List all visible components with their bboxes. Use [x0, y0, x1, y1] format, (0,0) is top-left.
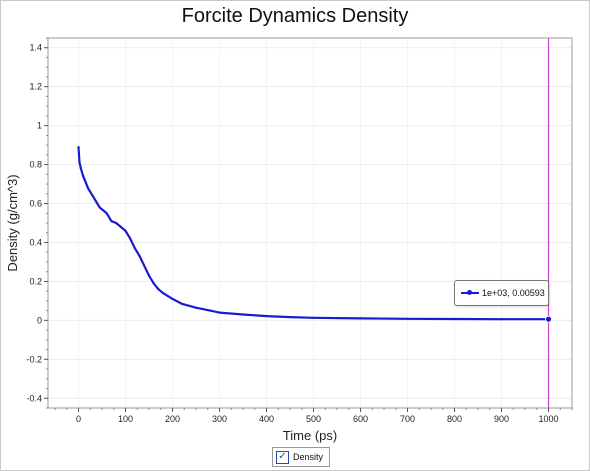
- y-tick-label: 0.6: [29, 199, 42, 209]
- density-data-point: [194, 306, 198, 309]
- density-data-point: [91, 194, 94, 197]
- density-data-point: [500, 318, 503, 321]
- density-data-point: [265, 314, 268, 318]
- density-data-point: [133, 247, 137, 250]
- y-tick-label: 0.4: [29, 237, 42, 247]
- density-data-point: [100, 208, 104, 211]
- y-tick-label: 0: [37, 315, 42, 325]
- x-tick-label: 300: [212, 414, 227, 424]
- density-data-point: [124, 229, 127, 232]
- y-tick-label: 1: [37, 121, 42, 131]
- density-data-point: [105, 212, 108, 215]
- density-data-point: [103, 210, 106, 213]
- legend-checkbox[interactable]: ✓: [276, 450, 289, 464]
- cursor-layer[interactable]: [545, 38, 552, 408]
- cursor-point: [545, 315, 552, 323]
- density-data-point: [110, 219, 113, 223]
- legend[interactable]: ✓ Density: [272, 447, 331, 467]
- x-tick-label: 800: [447, 414, 462, 424]
- chart-title: Forcite Dynamics Density: [181, 5, 409, 27]
- x-tick-label: 100: [118, 414, 133, 424]
- density-data-point: [152, 282, 155, 285]
- plot-area[interactable]: [48, 38, 572, 408]
- density-data-point: [78, 161, 81, 164]
- density-series-line: [77, 147, 549, 321]
- y-axis-title: Density (g/cm^3): [5, 174, 20, 271]
- legend-label: Density: [293, 452, 324, 462]
- density-data-point: [312, 316, 315, 319]
- density-data-point: [180, 302, 184, 305]
- density-data-point: [143, 264, 146, 267]
- density-data-point: [115, 221, 118, 225]
- y-tick-label: -0.4: [26, 393, 42, 403]
- density-data-point: [453, 317, 456, 321]
- density-data-point: [157, 288, 160, 291]
- y-tick-label: 1.2: [29, 82, 42, 92]
- x-tick-label: 700: [400, 414, 415, 424]
- density-data-point: [86, 186, 90, 190]
- grid-layer: [48, 38, 572, 408]
- density-data-point: [79, 167, 82, 170]
- x-tick-label: 200: [165, 414, 180, 424]
- x-tick-label: 500: [306, 414, 321, 424]
- density-data-point: [98, 206, 101, 209]
- density-data-point: [241, 313, 245, 316]
- tooltip-text: 1e+03, 0.00593: [482, 288, 545, 298]
- y-tick-label: -0.2: [26, 354, 42, 364]
- density-data-point: [162, 292, 165, 295]
- x-axis-title: Time (ps): [283, 428, 337, 443]
- density-data-point: [147, 274, 151, 277]
- density-data-point: [288, 315, 292, 319]
- density-data-point: [359, 317, 362, 320]
- series-layer: [77, 145, 550, 321]
- density-data-point: [171, 297, 174, 301]
- density-data-point: [84, 181, 87, 184]
- y-tick-label: 1.4: [29, 43, 42, 53]
- density-data-point: [129, 237, 132, 240]
- density-data-point: [138, 255, 141, 258]
- y-tick-label: 0.8: [29, 160, 42, 170]
- x-tick-label: 400: [259, 414, 274, 424]
- density-data-point: [406, 317, 409, 320]
- x-tick-label: 600: [353, 414, 368, 424]
- density-data-point: [209, 309, 212, 312]
- x-tick-label: 0: [76, 414, 81, 424]
- data-point-tooltip: 1e+03, 0.00593: [454, 280, 549, 306]
- x-tick-label: 900: [494, 414, 509, 424]
- ticks-layer: -0.4 -0.2 0 0.2 0.4 0.6 0.8 1 1.2 1.4 0 100 200 300 40…: [26, 37, 573, 424]
- density-data-point: [96, 202, 99, 205]
- y-tick-label: 0.2: [29, 276, 42, 286]
- density-data-point: [218, 311, 221, 314]
- series-marker-icon: [461, 288, 479, 298]
- density-data-point: [82, 175, 85, 178]
- density-data-point: [77, 145, 80, 149]
- x-tick-label: 1000: [538, 414, 558, 424]
- density-data-point: [119, 225, 122, 228]
